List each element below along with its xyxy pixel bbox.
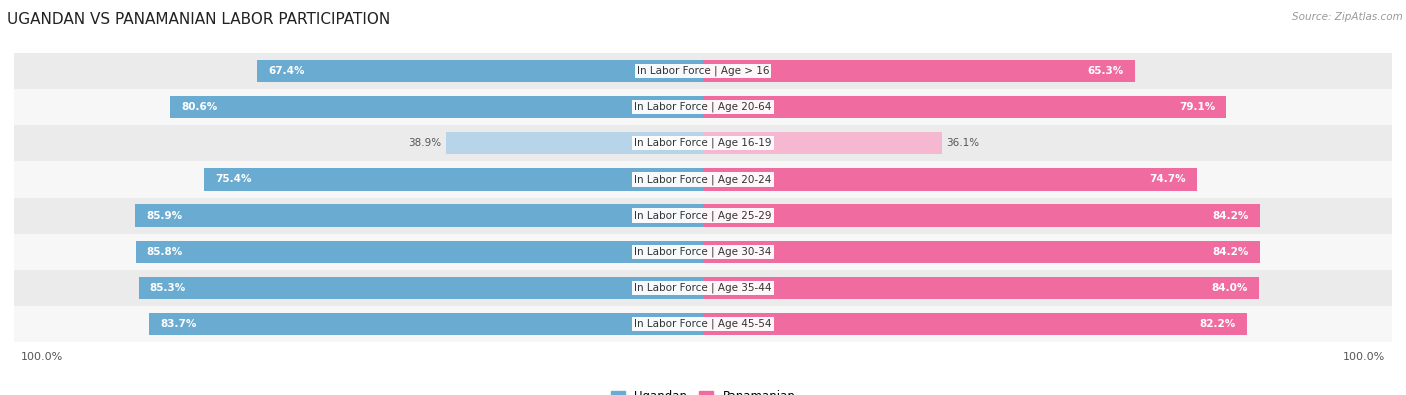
Bar: [703, 168, 1197, 191]
Text: 84.2%: 84.2%: [1212, 211, 1249, 220]
Text: In Labor Force | Age 30-34: In Labor Force | Age 30-34: [634, 246, 772, 257]
Text: 82.2%: 82.2%: [1199, 319, 1236, 329]
Text: 84.0%: 84.0%: [1211, 283, 1247, 293]
Text: In Labor Force | Age 20-24: In Labor Force | Age 20-24: [634, 174, 772, 185]
Bar: [14, 53, 1392, 89]
Bar: [170, 96, 703, 118]
Bar: [139, 277, 703, 299]
Bar: [14, 234, 1392, 270]
Bar: [703, 313, 1247, 335]
Text: 80.6%: 80.6%: [181, 102, 217, 112]
Bar: [703, 204, 1260, 227]
Legend: Ugandan, Panamanian: Ugandan, Panamanian: [606, 385, 800, 395]
Text: 79.1%: 79.1%: [1178, 102, 1215, 112]
Bar: [703, 96, 1226, 118]
Text: In Labor Force | Age 35-44: In Labor Force | Age 35-44: [634, 283, 772, 293]
Text: 85.8%: 85.8%: [146, 247, 183, 257]
Text: 74.7%: 74.7%: [1149, 175, 1187, 184]
Bar: [14, 306, 1392, 342]
Text: 38.9%: 38.9%: [409, 138, 441, 148]
Text: 36.1%: 36.1%: [946, 138, 979, 148]
Bar: [135, 241, 703, 263]
Bar: [703, 277, 1258, 299]
Bar: [703, 60, 1135, 82]
Bar: [14, 161, 1392, 198]
Bar: [204, 168, 703, 191]
Text: In Labor Force | Age > 16: In Labor Force | Age > 16: [637, 66, 769, 76]
Bar: [135, 204, 703, 227]
Bar: [446, 132, 703, 154]
Text: In Labor Force | Age 45-54: In Labor Force | Age 45-54: [634, 319, 772, 329]
Text: 83.7%: 83.7%: [160, 319, 197, 329]
Text: UGANDAN VS PANAMANIAN LABOR PARTICIPATION: UGANDAN VS PANAMANIAN LABOR PARTICIPATIO…: [7, 12, 391, 27]
Text: 85.9%: 85.9%: [146, 211, 181, 220]
Text: 85.3%: 85.3%: [150, 283, 186, 293]
Bar: [14, 198, 1392, 234]
Text: 84.2%: 84.2%: [1212, 247, 1249, 257]
Text: 75.4%: 75.4%: [215, 175, 252, 184]
Text: In Labor Force | Age 16-19: In Labor Force | Age 16-19: [634, 138, 772, 149]
Bar: [14, 125, 1392, 161]
Bar: [14, 89, 1392, 125]
Bar: [14, 270, 1392, 306]
Text: In Labor Force | Age 25-29: In Labor Force | Age 25-29: [634, 210, 772, 221]
Bar: [257, 60, 703, 82]
Bar: [703, 241, 1260, 263]
Text: 65.3%: 65.3%: [1088, 66, 1123, 76]
Bar: [149, 313, 703, 335]
Text: Source: ZipAtlas.com: Source: ZipAtlas.com: [1292, 12, 1403, 22]
Text: 67.4%: 67.4%: [269, 66, 305, 76]
Text: In Labor Force | Age 20-64: In Labor Force | Age 20-64: [634, 102, 772, 112]
Bar: [703, 132, 942, 154]
